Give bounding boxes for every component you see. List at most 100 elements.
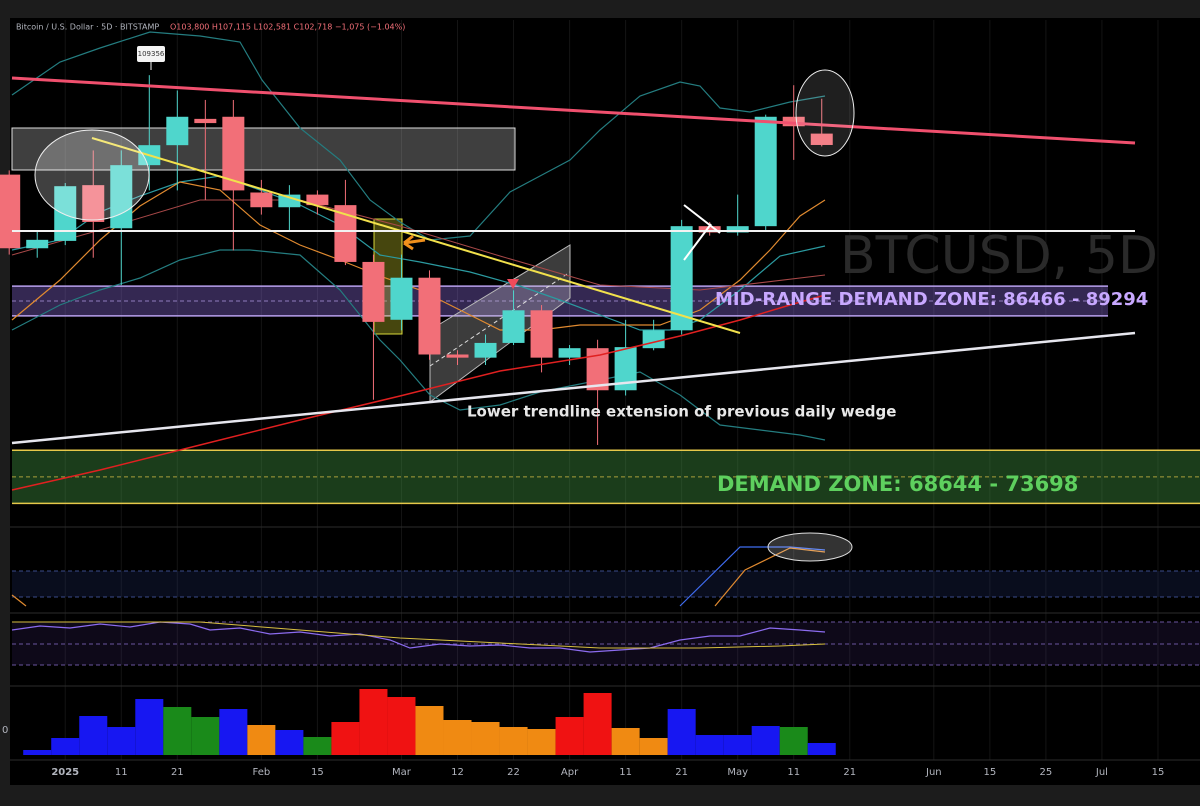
x-tick-label: Apr	[561, 767, 579, 778]
candle-body	[166, 116, 189, 146]
candle-body	[530, 310, 553, 358]
chart-title: Bitcoin / U.S. Dollar · 5D · BITSTAMP	[16, 23, 159, 32]
candle-body	[278, 194, 301, 208]
x-tick-label: 25	[1040, 767, 1053, 778]
volume-bar	[807, 743, 836, 755]
volume-bar	[583, 693, 612, 755]
candle-body	[334, 205, 357, 262]
x-tick-label: 15	[983, 767, 996, 778]
volume-bar	[191, 717, 220, 755]
x-tick-label: 15	[311, 767, 324, 778]
volume-bar	[639, 738, 668, 755]
candle-body	[194, 118, 217, 124]
volume-bar	[555, 717, 584, 755]
chart-background	[10, 18, 1200, 785]
volume-bar	[723, 735, 752, 755]
resistance-box	[11, 127, 516, 171]
candle-body	[474, 342, 497, 358]
volume-bar	[23, 750, 52, 755]
cross-marker	[683, 204, 721, 261]
wedge-trendline	[91, 137, 741, 334]
price-callout-label: 109356	[138, 50, 165, 58]
stoch-band	[12, 571, 1200, 597]
volume-bar	[331, 722, 360, 755]
candle-body	[642, 330, 665, 349]
x-tick-label: Jun	[925, 767, 942, 778]
x-tick-label: Mar	[392, 767, 412, 778]
zones	[12, 285, 1200, 505]
bollinger-upper	[11, 31, 826, 241]
candle-body	[0, 174, 21, 249]
x-tick-label: 21	[843, 767, 856, 778]
arrow	[403, 234, 426, 251]
candle-body	[726, 226, 749, 233]
moving-average-slow	[11, 294, 826, 491]
highlight-ellipse	[795, 69, 855, 157]
candle-body	[446, 354, 469, 358]
bollinger-lower	[11, 249, 826, 441]
candle-body	[558, 348, 581, 358]
candle-body	[362, 261, 385, 322]
volume-bar	[499, 727, 528, 755]
volume-bar	[471, 722, 500, 755]
volume-bar	[527, 729, 556, 755]
volume-bar	[51, 738, 80, 755]
candle-body	[110, 165, 133, 229]
candles	[0, 75, 833, 445]
x-tick-label: 11	[115, 767, 128, 778]
candle-body	[698, 226, 721, 233]
x-tick-label: 21	[675, 767, 688, 778]
y-tick-label: 0	[2, 725, 8, 736]
wedge-channel	[429, 244, 571, 403]
x-tick-label: 11	[619, 767, 632, 778]
volume-bar	[415, 706, 444, 755]
x-tick-label: May	[727, 767, 748, 778]
watermark: BTCUSD, 5D	[840, 226, 1158, 286]
candle-body	[782, 116, 805, 127]
stoch-d	[714, 547, 826, 607]
rsi-average	[12, 621, 826, 649]
moving-average-mid	[11, 199, 826, 291]
highlight-ellipse	[767, 532, 853, 562]
volume-bar	[667, 709, 696, 755]
volume-bar	[275, 730, 304, 755]
volume-bar	[443, 720, 472, 755]
volume-bar	[611, 728, 640, 755]
volume-bar	[79, 716, 108, 755]
stoch-k	[679, 546, 826, 607]
candle-body	[306, 194, 329, 206]
annotation: Lower trendline extension of previous da…	[467, 403, 896, 421]
x-tick-label: 22	[507, 767, 520, 778]
volume-bar	[219, 709, 248, 755]
volume-bar	[779, 727, 808, 755]
x-tick-label: 15	[1152, 767, 1165, 778]
x-tick-label: 11	[787, 767, 800, 778]
candle-body	[54, 186, 77, 241]
zone-label: DEMAND ZONE: 68644 - 73698	[717, 472, 1078, 496]
volume	[23, 689, 836, 755]
candle-body	[810, 133, 833, 145]
highlight-ellipse	[34, 129, 150, 221]
candle-body	[222, 116, 245, 191]
x-tick-label: Jul	[1095, 767, 1108, 778]
candle-body	[614, 347, 637, 391]
volume-bar	[695, 735, 724, 755]
upper-trendline	[11, 76, 1136, 145]
rsi-line	[11, 621, 826, 653]
lower-trendline	[11, 331, 1136, 445]
price-callout	[137, 46, 165, 62]
candle-body	[502, 310, 525, 343]
volume-bar	[359, 689, 388, 755]
volume-bar	[751, 726, 780, 755]
channel-mid	[429, 271, 571, 367]
marker	[507, 279, 519, 289]
x-tick-label: 12	[451, 767, 464, 778]
stoch-d	[11, 594, 27, 607]
candle-body	[586, 348, 609, 391]
volume-bar	[135, 699, 164, 755]
zone-label: MID-RANGE DEMAND ZONE: 86466 - 89294	[715, 289, 1148, 310]
volume-bar	[303, 737, 332, 755]
volume-bar	[387, 697, 416, 755]
